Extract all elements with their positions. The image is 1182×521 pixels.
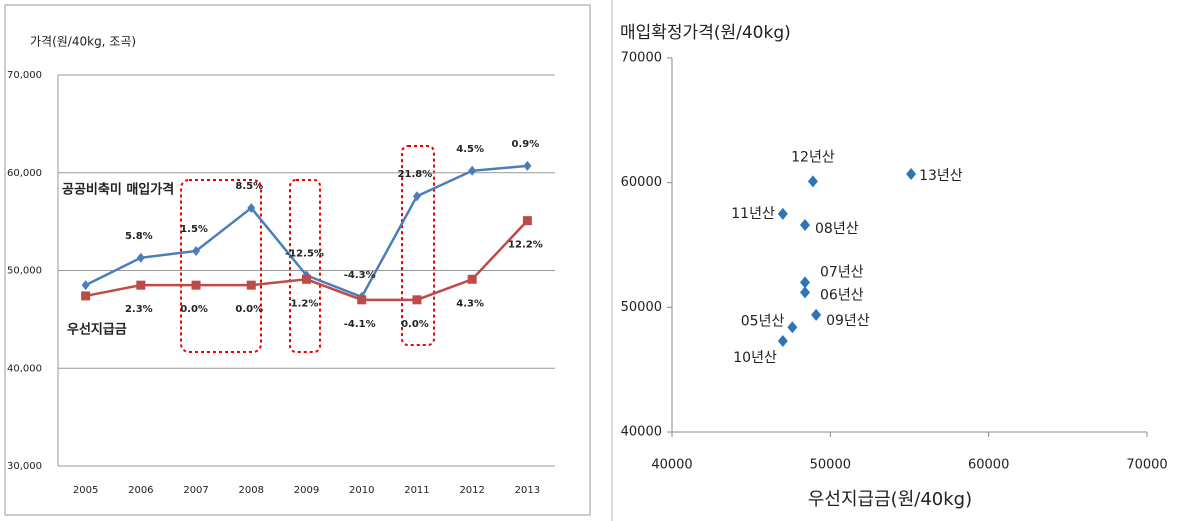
x-tick-label: 2013 bbox=[515, 485, 540, 496]
marker bbox=[467, 274, 477, 284]
y-axis-label: 매입확정가격(원/40kg) bbox=[620, 23, 791, 43]
point-label: 13년산 bbox=[919, 168, 963, 184]
marker bbox=[357, 295, 367, 305]
change-label: -4.1% bbox=[344, 319, 376, 330]
marker bbox=[81, 280, 90, 291]
series-label: 공공비축미 매입가격 bbox=[62, 182, 174, 198]
point-label: 07년산 bbox=[820, 264, 864, 280]
marker bbox=[136, 280, 146, 290]
change-label: 4.3% bbox=[456, 298, 484, 309]
change-label: -12.5% bbox=[285, 248, 324, 259]
x-tick-label: 2006 bbox=[128, 485, 153, 496]
x-tick-label: 2007 bbox=[183, 485, 208, 496]
y-tick-label: 60000 bbox=[621, 175, 662, 190]
point bbox=[807, 175, 818, 188]
marker bbox=[468, 165, 477, 176]
point bbox=[906, 167, 917, 180]
x-tick-label: 2009 bbox=[294, 485, 319, 496]
y-tick-label: 50,000 bbox=[7, 266, 42, 277]
x-axis-label: 우선지급금(원/40kg) bbox=[808, 489, 972, 510]
point bbox=[800, 276, 810, 289]
marker bbox=[136, 252, 145, 263]
series-label: 우선지급금 bbox=[67, 322, 127, 338]
change-label: 8.5% bbox=[235, 181, 263, 192]
point-label: 06년산 bbox=[820, 287, 864, 303]
marker bbox=[247, 202, 256, 213]
y-tick-label: 70,000 bbox=[7, 70, 42, 81]
point bbox=[800, 219, 810, 232]
change-label: 21.8% bbox=[398, 169, 433, 180]
highlight-box bbox=[289, 179, 321, 353]
x-tick-label: 60000 bbox=[968, 458, 1009, 473]
marker bbox=[302, 274, 311, 284]
marker bbox=[81, 291, 91, 301]
marker bbox=[246, 280, 256, 290]
highlight-box bbox=[180, 179, 262, 353]
point bbox=[777, 207, 788, 220]
x-tick-label: 40000 bbox=[651, 458, 692, 473]
change-label: 0.0% bbox=[235, 304, 263, 315]
point-label: 05년산 bbox=[741, 313, 785, 329]
y-tick-label: 30,000 bbox=[7, 461, 42, 472]
x-tick-label: 2010 bbox=[349, 485, 374, 496]
change-label: 0.9% bbox=[512, 139, 540, 150]
point bbox=[777, 334, 788, 347]
point bbox=[811, 308, 822, 321]
point-label: 10년산 bbox=[733, 350, 777, 366]
y-tick-label: 40000 bbox=[621, 425, 662, 440]
change-label: 2.3% bbox=[125, 304, 153, 315]
y-tick-label: 60,000 bbox=[7, 168, 42, 179]
y-axis-label: 가격(원/40kg, 조곡) bbox=[30, 35, 136, 49]
change-label: 0.0% bbox=[401, 319, 429, 330]
marker bbox=[192, 245, 201, 256]
marker bbox=[412, 191, 421, 202]
x-tick-label: 2008 bbox=[239, 485, 264, 496]
marker bbox=[191, 280, 201, 290]
x-tick-label: 70000 bbox=[1126, 458, 1167, 473]
change-label: 4.5% bbox=[456, 144, 484, 155]
y-tick-label: 50000 bbox=[621, 300, 662, 315]
marker bbox=[522, 216, 532, 226]
x-tick-label: 50000 bbox=[810, 458, 851, 473]
point bbox=[787, 321, 798, 334]
y-tick-label: 40,000 bbox=[7, 363, 42, 374]
marker bbox=[523, 160, 532, 171]
chart-frame bbox=[4, 4, 591, 516]
x-tick-label: 2012 bbox=[459, 485, 484, 496]
point-label: 11년산 bbox=[731, 206, 775, 222]
change-label: 1.2% bbox=[291, 298, 319, 309]
x-tick-label: 2011 bbox=[404, 485, 429, 496]
point-label: 08년산 bbox=[815, 221, 859, 237]
x-tick-label: 2005 bbox=[73, 485, 98, 496]
point-label: 12년산 bbox=[791, 149, 835, 165]
highlight-box bbox=[401, 145, 435, 346]
marker bbox=[412, 295, 422, 305]
change-label: 0.0% bbox=[180, 304, 208, 315]
change-label: 12.2% bbox=[508, 240, 543, 251]
y-tick-label: 70000 bbox=[621, 51, 662, 66]
change-label: -4.3% bbox=[344, 270, 376, 281]
change-label: 5.8% bbox=[125, 231, 153, 242]
point-label: 09년산 bbox=[826, 313, 870, 329]
point bbox=[800, 286, 810, 299]
change-label: 1.5% bbox=[180, 224, 208, 235]
